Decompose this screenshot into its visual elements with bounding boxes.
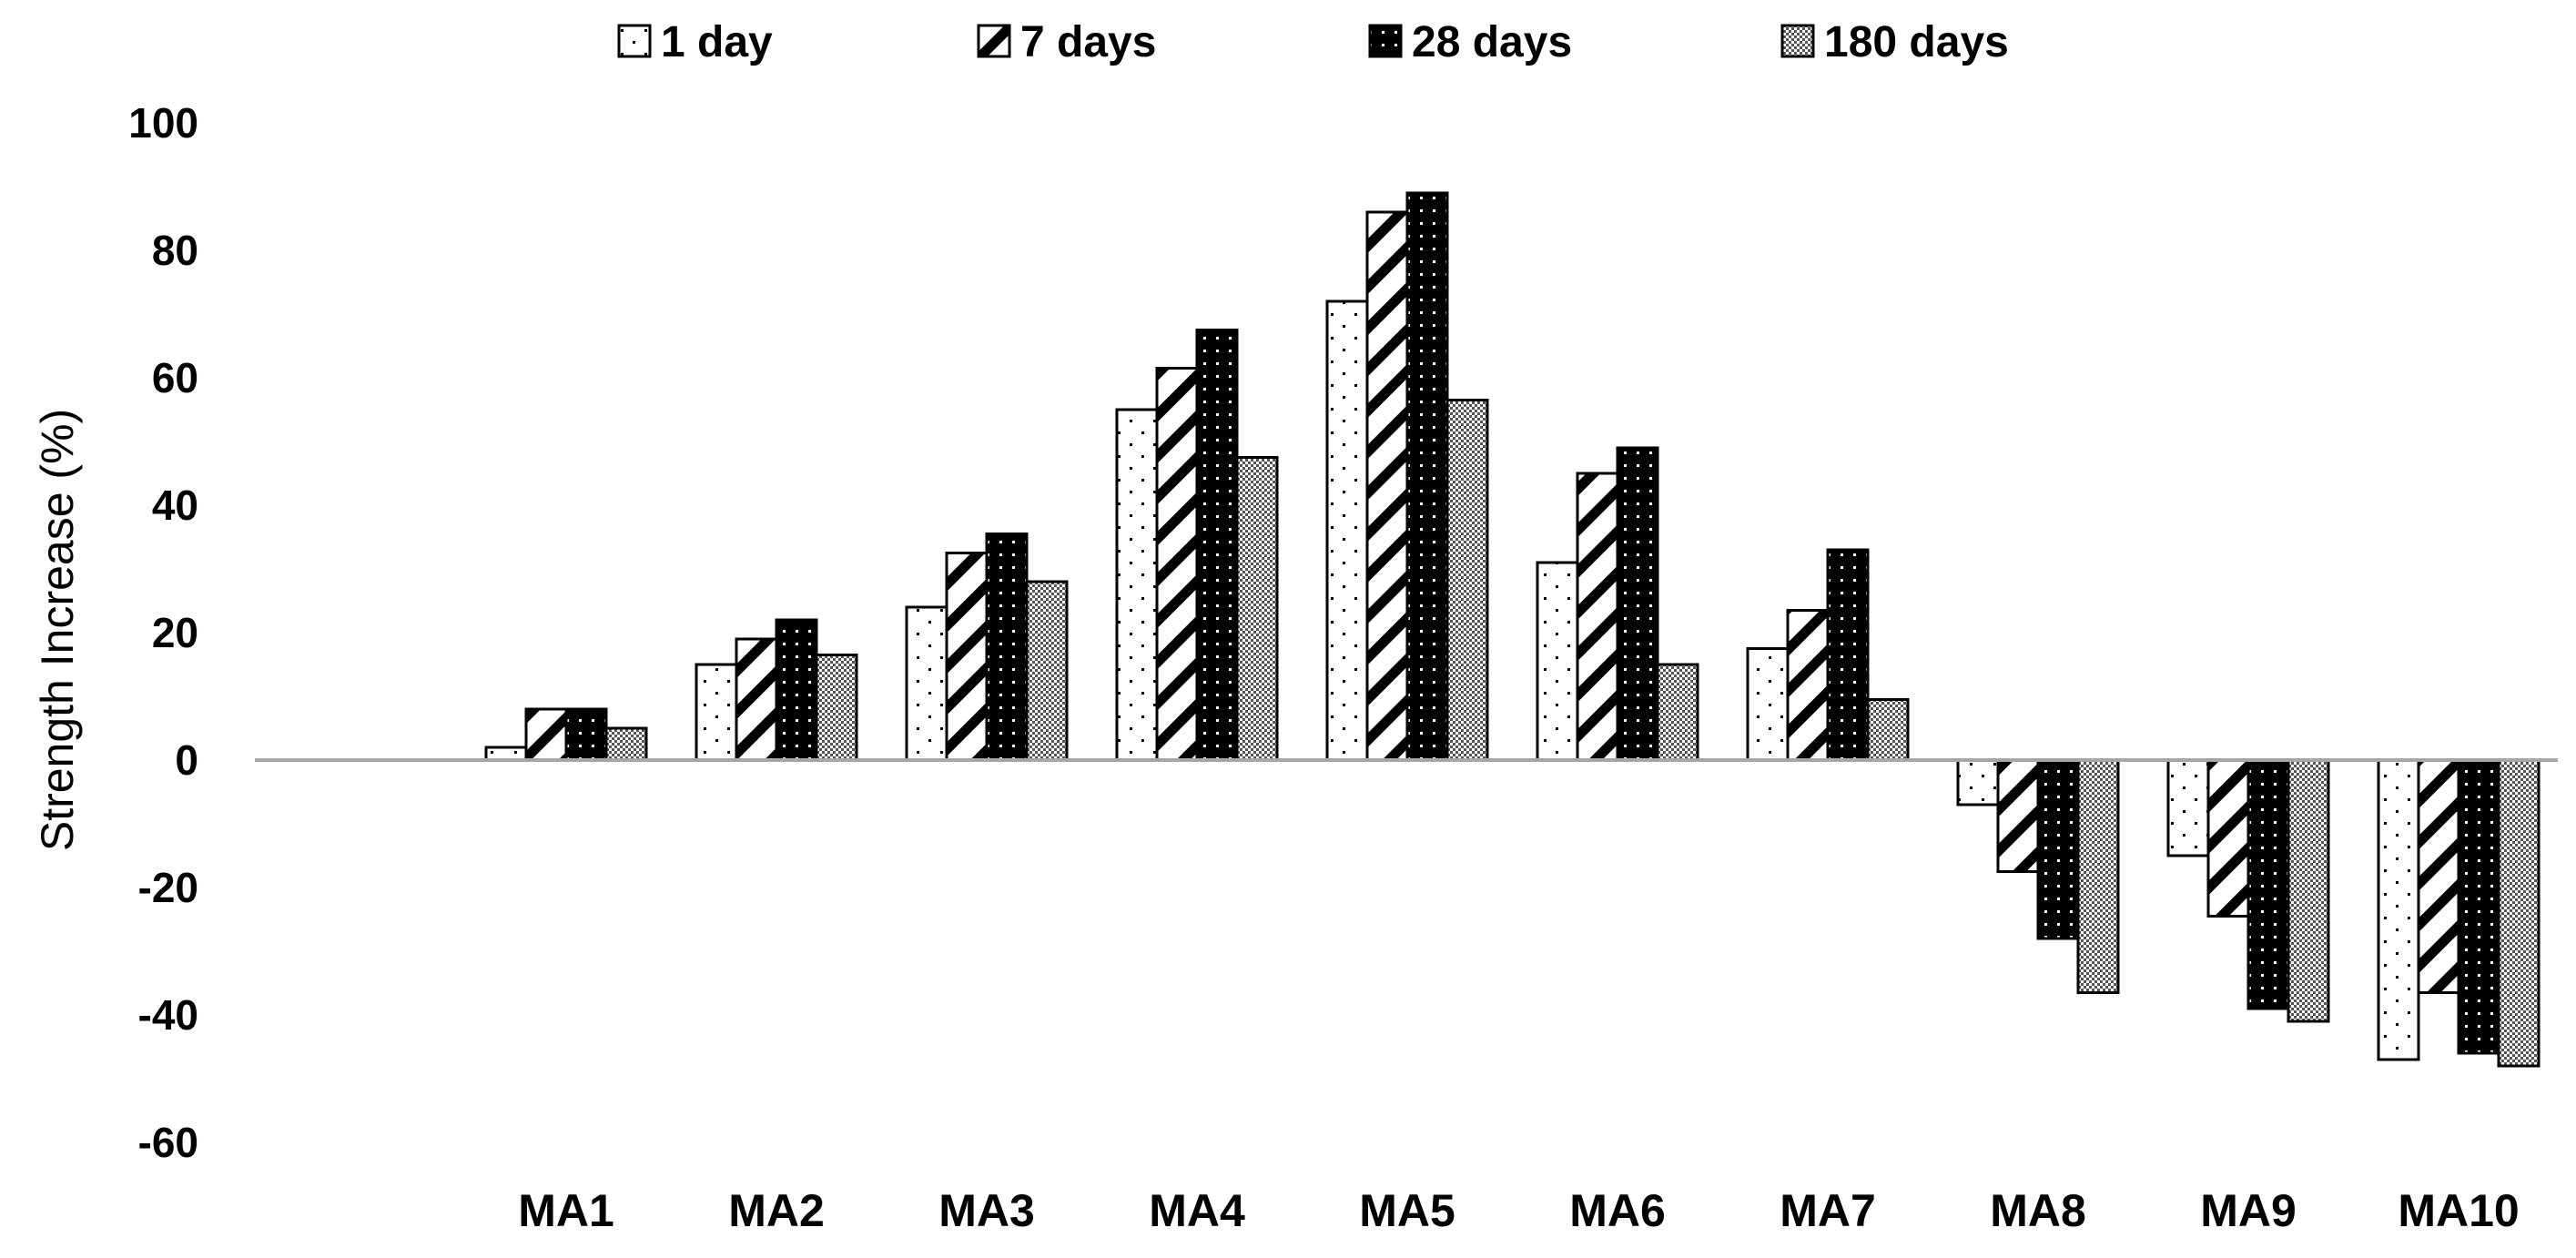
bar-180-days-ma1 [604,726,648,762]
legend-swatch [977,24,1011,58]
category-label: MA3 [938,1185,1035,1236]
category-label: MA2 [728,1185,825,1236]
category-label: MA6 [1569,1185,1666,1236]
y-tick-label: 100 [128,99,198,147]
bar-7-days-ma9 [2206,758,2250,918]
category-label: MA4 [1149,1185,1245,1236]
bar-28-days-ma1 [564,707,608,762]
x-axis-labels: MA1 MA2 MA3 MA4 MA5 MA6 MA7 MA8 MA9 MA10 [518,1185,2519,1236]
bar-7-days-ma6 [1576,472,1619,762]
bar-180-days-ma10 [2497,758,2541,1068]
category-label: MA9 [2200,1185,2297,1236]
bar-180-days-ma2 [815,654,858,762]
bar-180-days-ma9 [2287,758,2330,1023]
bar-28-days-ma7 [1826,548,1870,762]
category-label: MA7 [1780,1185,1876,1236]
series-1-day [484,299,2420,1061]
y-tick-label: 0 [175,736,198,784]
bar-180-days-ma6 [1656,663,1699,762]
bar-7-days-ma2 [735,637,778,762]
legend-item-7-days: 7 days [977,18,1156,66]
y-axis-title: Strength Increase (%) [32,409,83,851]
bar-7-days-ma3 [945,552,989,762]
category-label: MA8 [1990,1185,2086,1236]
bar-1-day-ma6 [1536,561,1579,762]
series-28-days [564,191,2500,1055]
y-tick-label: 80 [152,227,198,274]
legend-label: 28 days [1412,18,1572,66]
bar-180-days-ma8 [2076,758,2120,994]
legend: 1 day 7 days 28 days 180 days [617,18,2009,66]
bar-7-days-ma10 [2417,758,2460,994]
y-axis-ticks: 100 80 60 40 20 0 -20 -40 -60 [128,99,198,1166]
y-tick-label: -20 [138,864,198,911]
category-label: MA1 [518,1185,614,1236]
bar-28-days-ma5 [1405,191,1449,762]
bar-28-days-ma8 [2036,758,2080,940]
y-tick-label: 40 [152,482,198,529]
bar-180-days-ma4 [1235,456,1279,762]
legend-swatch [617,24,652,58]
bar-7-days-ma7 [1786,609,1830,762]
bar-1-day-ma5 [1325,299,1369,762]
legend-item-180-days: 180 days [1780,18,2009,66]
y-tick-label: 60 [152,354,198,401]
legend-swatch [1780,24,1815,58]
bar-28-days-ma2 [775,618,818,762]
legend-label: 7 days [1020,18,1156,66]
bar-180-days-ma3 [1025,580,1069,762]
bar-1-day-ma8 [1956,758,2000,807]
bar-7-days-ma8 [1996,758,2040,873]
bars [484,191,2541,1068]
bar-1-day-ma3 [905,605,948,762]
bar-1-day-ma1 [484,746,528,762]
legend-label: 1 day [661,18,773,66]
bar-28-days-ma4 [1195,329,1239,762]
legend-label: 180 days [1824,18,2009,66]
bar-28-days-ma6 [1616,446,1659,762]
bar-1-day-ma2 [695,663,738,762]
category-label: MA10 [2398,1185,2519,1236]
legend-swatch [1368,24,1403,58]
y-tick-label: -60 [138,1119,198,1166]
bar-180-days-ma7 [1866,698,1910,762]
bar-28-days-ma9 [2246,758,2290,1010]
series-7-days [524,210,2460,994]
bar-1-day-ma7 [1746,647,1790,762]
bar-28-days-ma10 [2457,758,2500,1055]
legend-item-28-days: 28 days [1368,18,1572,66]
bar-7-days-ma4 [1155,367,1199,762]
legend-item-1-day: 1 day [617,18,773,66]
bar-7-days-ma5 [1365,210,1409,762]
bar-1-day-ma4 [1115,408,1159,762]
category-label: MA5 [1359,1185,1455,1236]
y-tick-label: -40 [138,991,198,1039]
bar-1-day-ma9 [2166,758,2210,857]
bar-180-days-ma5 [1445,399,1489,762]
bar-7-days-ma1 [524,707,568,762]
series-180-days [604,399,2541,1068]
bar-28-days-ma3 [985,533,1029,762]
y-tick-label: 20 [152,609,198,656]
bar-1-day-ma10 [2377,758,2420,1061]
